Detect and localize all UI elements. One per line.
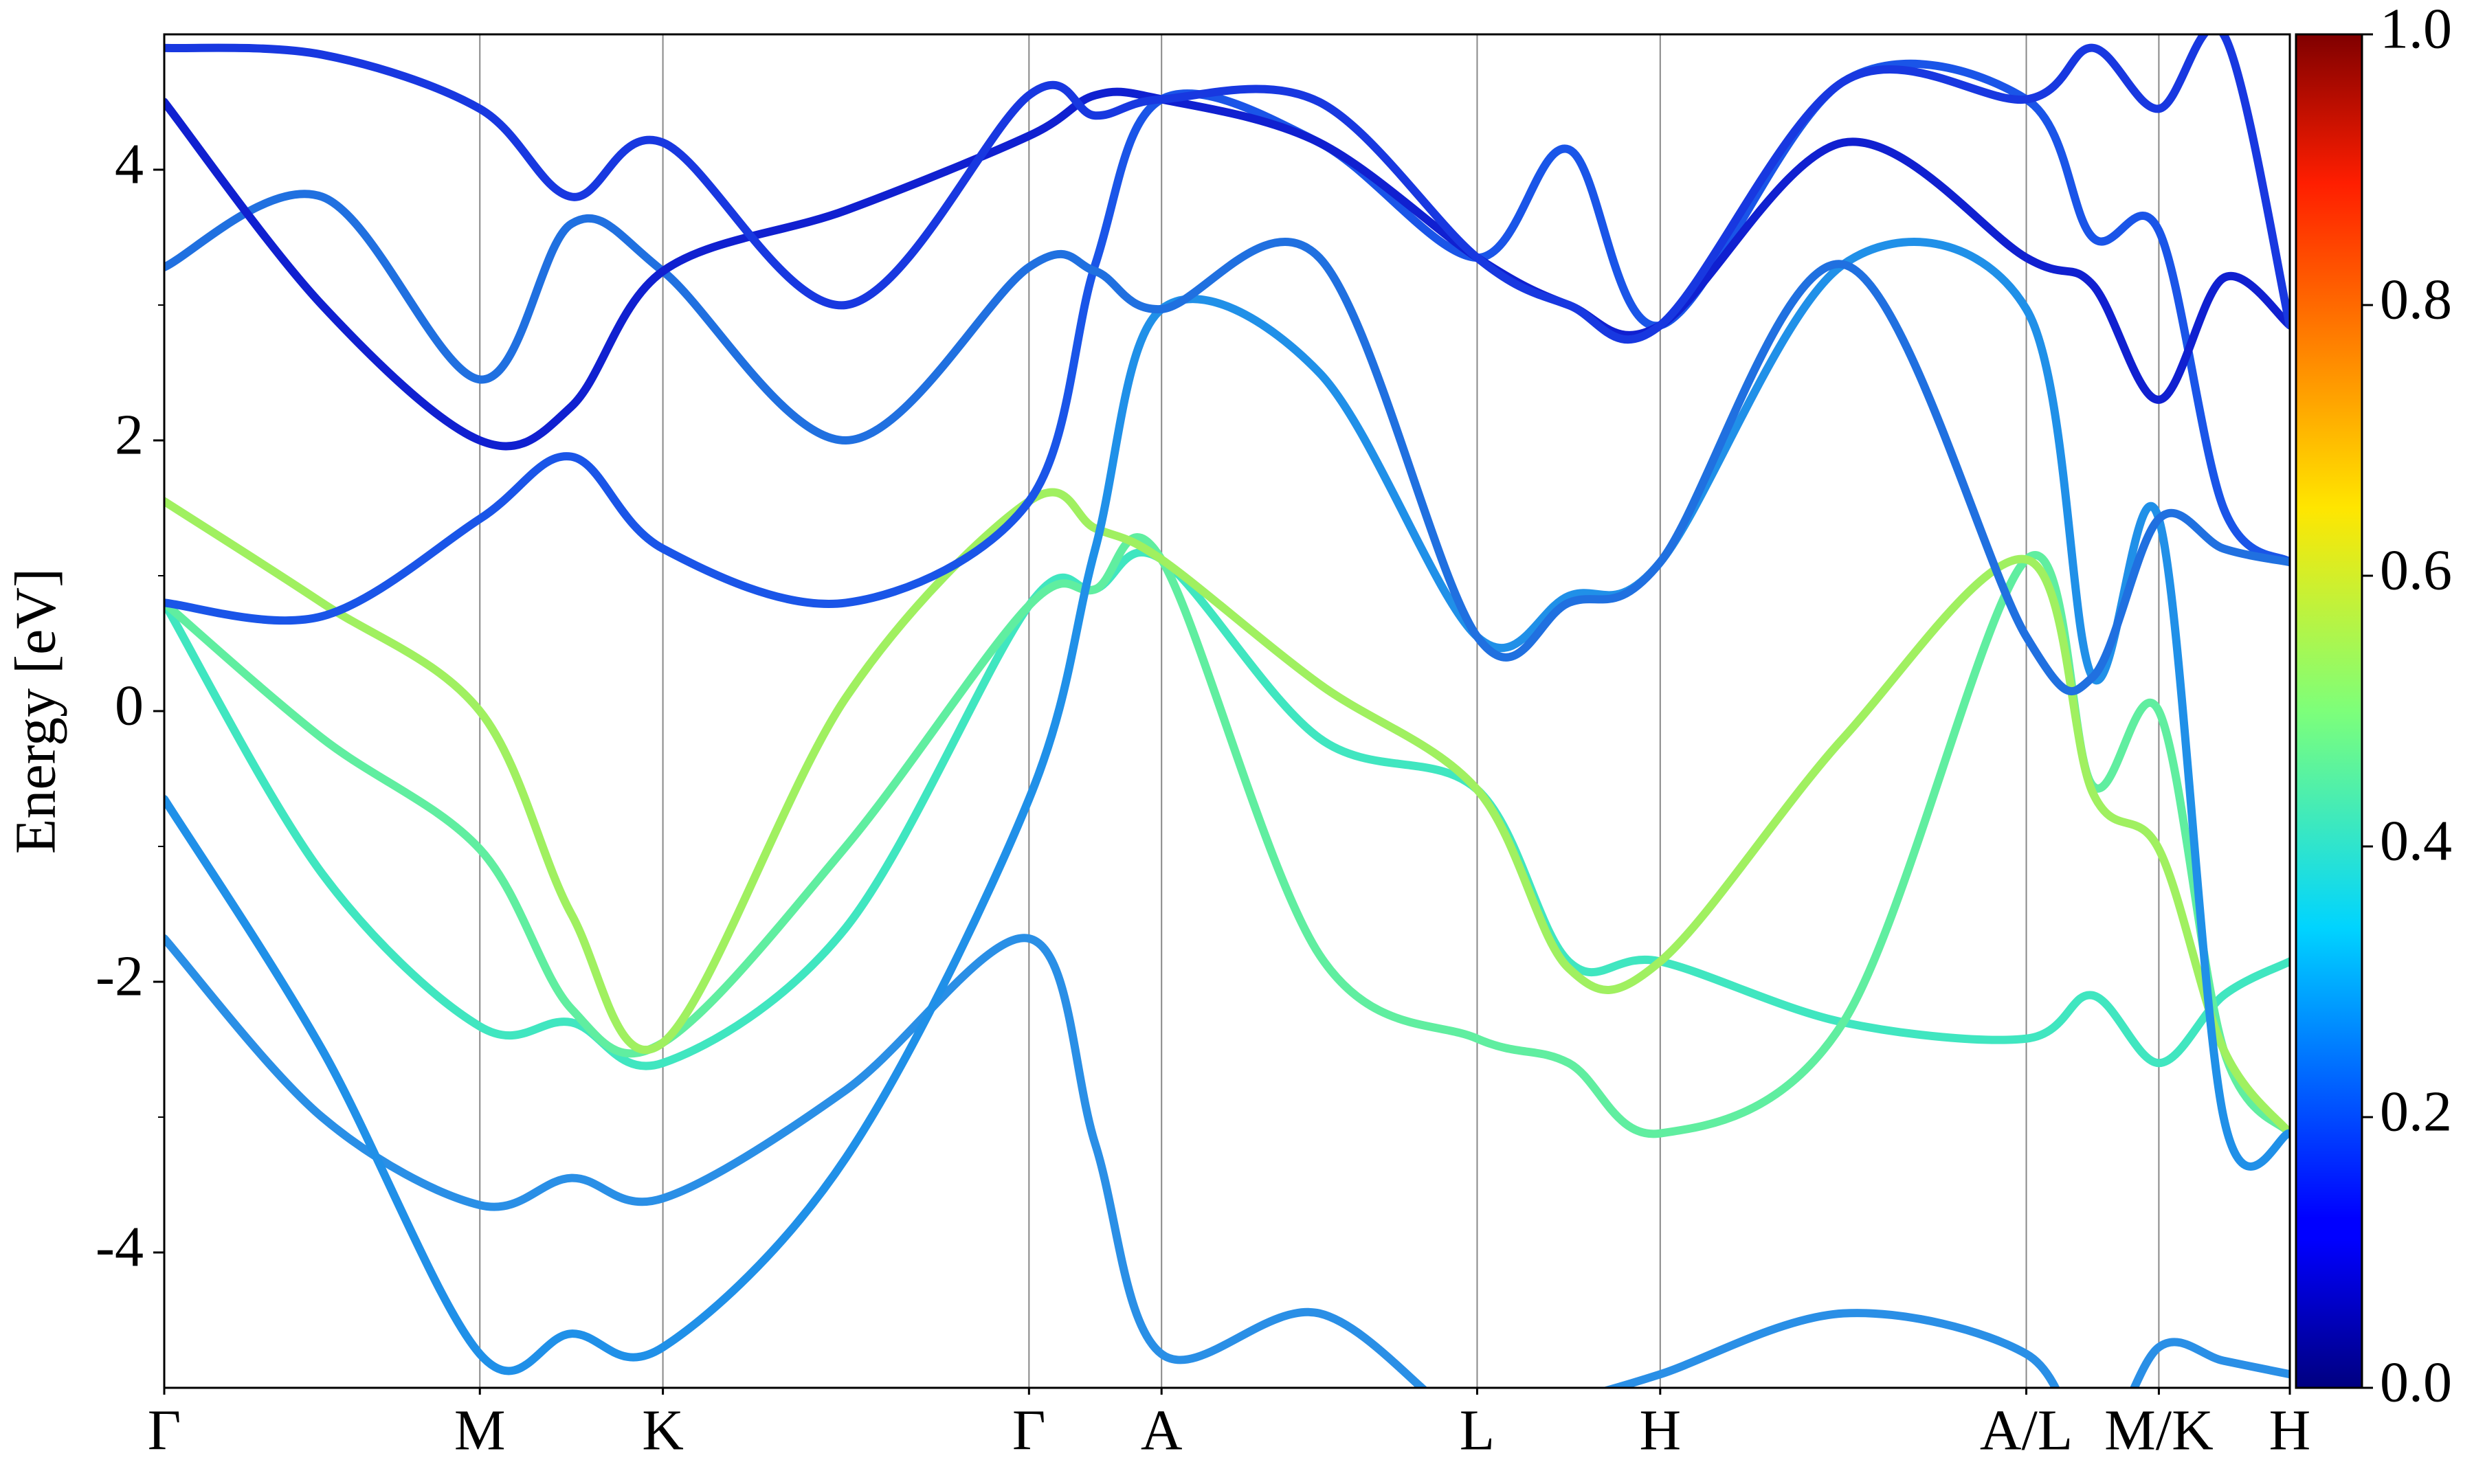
x-tick-label: A bbox=[1141, 1398, 1183, 1462]
colorbar-tick-label: 0.6 bbox=[2380, 538, 2452, 602]
x-tick-label: M bbox=[454, 1398, 506, 1462]
band bbox=[164, 87, 2290, 451]
band bbox=[164, 34, 2290, 344]
colorbar-tick-label: 0.0 bbox=[2380, 1350, 2452, 1414]
colorbar-tick-label: 1.0 bbox=[2380, 0, 2452, 60]
band bbox=[164, 190, 2290, 696]
bands bbox=[164, 34, 2290, 1388]
colorbar-tick-label: 0.2 bbox=[2380, 1079, 2452, 1143]
x-tick-label: M/K bbox=[2104, 1398, 2214, 1462]
y-tick-label: -4 bbox=[96, 1215, 144, 1279]
band bbox=[164, 548, 2290, 1070]
colorbar bbox=[2295, 33, 2363, 1389]
x-tick-label: Γ bbox=[148, 1398, 181, 1462]
x-tick-label: A/L bbox=[1980, 1398, 2073, 1462]
band bbox=[164, 59, 2290, 625]
colorbar-tick-label: 0.4 bbox=[2380, 809, 2452, 873]
colorbar-tick-label: 0.8 bbox=[2380, 267, 2452, 331]
y-tick-label: -2 bbox=[96, 944, 144, 1008]
x-tick-label: Γ bbox=[1012, 1398, 1046, 1462]
axes: Γ M K Γ A L H A/L M/K H -4 -2 0 2 4 0.0 0.2 0.4 0.6 0.8 1.0 bbox=[96, 0, 2452, 1462]
y-axis-label: Energy [eV] bbox=[3, 568, 67, 854]
x-tick-label: L bbox=[1460, 1398, 1495, 1462]
band bbox=[164, 934, 2290, 1388]
y-tick-label: 2 bbox=[115, 403, 144, 466]
y-tick-label: 0 bbox=[115, 673, 144, 737]
x-tick-label: H bbox=[2269, 1398, 2311, 1462]
x-tick-label: K bbox=[642, 1398, 684, 1462]
x-tick-label: H bbox=[1639, 1398, 1681, 1462]
band bbox=[164, 488, 2290, 1138]
y-tick-label: 4 bbox=[115, 132, 144, 196]
band bbox=[164, 533, 2290, 1138]
